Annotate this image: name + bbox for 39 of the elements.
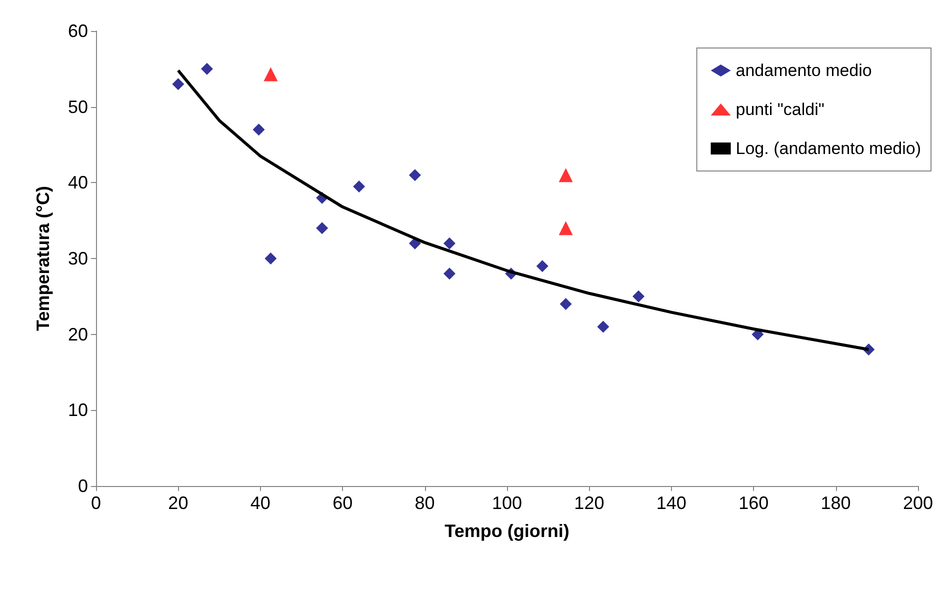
- point: [264, 252, 277, 264]
- point: [558, 168, 573, 182]
- x-tick-label: 140: [656, 493, 686, 513]
- point: [597, 320, 610, 333]
- x-tick-label: 40: [250, 493, 270, 513]
- x-tick-label: 200: [902, 493, 934, 513]
- legend-label: andamento medio: [736, 61, 872, 80]
- y-tick-label: 0: [78, 476, 88, 496]
- y-tick-label: 40: [68, 172, 88, 193]
- x-tick-label: 120: [574, 493, 604, 513]
- x-tick-label: 100: [492, 493, 522, 513]
- point: [560, 298, 572, 310]
- y-tick-label: 50: [68, 96, 88, 117]
- point: [443, 268, 456, 280]
- y-tick-label: 20: [68, 324, 88, 344]
- x-tick-label: 60: [332, 493, 353, 513]
- y-axis-title: Temperatura (°C): [33, 186, 53, 331]
- legend-label: Log. (andamento medio): [736, 139, 922, 158]
- y-tick-label: 30: [68, 248, 88, 268]
- point: [353, 180, 366, 192]
- x-tick-label: 20: [168, 493, 188, 513]
- point: [252, 124, 265, 136]
- x-tick-label: 80: [414, 493, 435, 513]
- legend-label: punti "caldi": [736, 100, 824, 119]
- point: [172, 78, 184, 90]
- point: [316, 222, 328, 234]
- point: [443, 237, 456, 250]
- y-tick-label: 10: [68, 400, 88, 420]
- x-axis-title: Tempo (giorni): [444, 521, 570, 541]
- point: [536, 260, 548, 272]
- point: [264, 67, 278, 82]
- x-tick-label: 180: [820, 493, 851, 513]
- point: [200, 62, 213, 75]
- y-tick-label: 60: [68, 21, 88, 41]
- x-tick-label: 0: [90, 493, 102, 513]
- point: [408, 169, 421, 182]
- point: [632, 290, 645, 302]
- x-tick-label: 160: [738, 493, 769, 513]
- point: [558, 221, 573, 236]
